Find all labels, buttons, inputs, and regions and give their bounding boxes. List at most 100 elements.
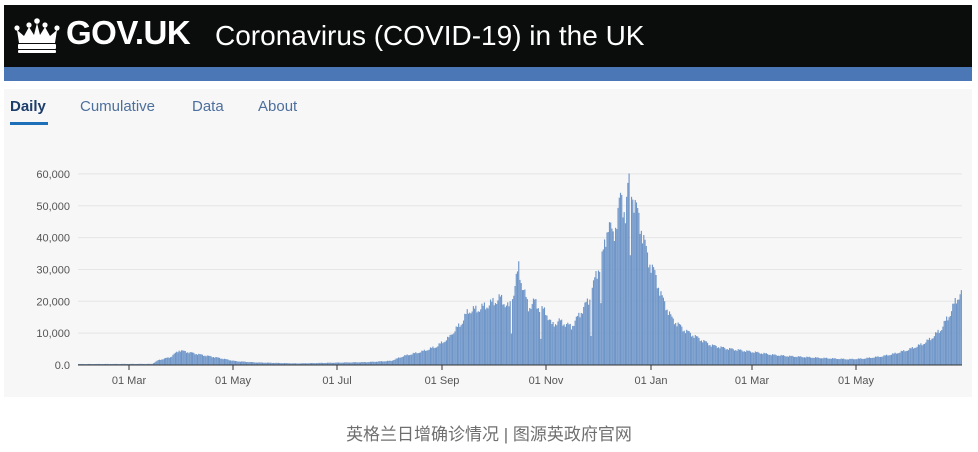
- daily-case-bar: [396, 358, 398, 365]
- daily-case-bar: [829, 358, 831, 365]
- daily-case-bar: [328, 362, 330, 365]
- daily-case-bar: [437, 346, 439, 365]
- daily-case-bar: [242, 361, 244, 365]
- daily-case-bar: [475, 305, 477, 365]
- daily-case-bar: [887, 355, 889, 365]
- daily-case-bar: [776, 355, 779, 365]
- daily-case-bar: [659, 295, 661, 365]
- daily-case-bar: [768, 354, 770, 365]
- tab-about[interactable]: About: [258, 98, 298, 115]
- daily-case-bar: [876, 356, 878, 365]
- daily-case-bar: [124, 363, 126, 365]
- daily-case-bar: [90, 363, 92, 365]
- daily-case-bar: [825, 357, 828, 365]
- daily-case-bar: [145, 363, 147, 365]
- daily-case-bar: [440, 341, 443, 365]
- daily-case-bar: [481, 303, 483, 365]
- daily-case-bar: [655, 275, 657, 365]
- y-tick-label: 50,000: [36, 201, 70, 213]
- daily-case-bar: [585, 301, 587, 365]
- daily-case-bar: [545, 315, 547, 365]
- daily-case-bar: [906, 350, 908, 365]
- daily-case-bar: [291, 363, 293, 365]
- daily-case-bar: [313, 363, 315, 365]
- y-tick-label: 30,000: [36, 264, 70, 276]
- daily-case-bar: [714, 344, 716, 365]
- daily-case-bar: [427, 350, 429, 365]
- daily-case-bar: [666, 309, 668, 365]
- daily-case-bar: [583, 306, 585, 365]
- daily-case-bar: [417, 353, 419, 365]
- daily-case-bar: [670, 314, 672, 365]
- daily-case-bar: [346, 362, 348, 365]
- daily-case-bar: [325, 362, 327, 365]
- daily-case-bar: [384, 361, 386, 365]
- tab-cumulative[interactable]: Cumulative: [80, 98, 156, 115]
- daily-case-bar: [823, 357, 825, 365]
- daily-case-bar: [189, 352, 191, 365]
- tab-data[interactable]: Data: [192, 98, 224, 115]
- daily-case-bar: [434, 347, 436, 365]
- daily-case-bar: [320, 362, 322, 365]
- daily-case-bar: [260, 362, 262, 365]
- daily-case-bar: [780, 354, 782, 365]
- daily-case-bar: [286, 363, 288, 365]
- service-name[interactable]: Coronavirus (COVID-19) in the UK: [215, 20, 645, 51]
- daily-case-bar: [671, 316, 673, 365]
- daily-case-bar: [738, 349, 741, 365]
- daily-case-bar: [190, 352, 192, 365]
- daily-case-bar: [293, 363, 295, 365]
- daily-case-bar: [588, 304, 590, 365]
- daily-case-bar: [912, 348, 915, 365]
- daily-case-bar: [238, 361, 240, 365]
- daily-case-bar: [221, 358, 223, 365]
- daily-case-bar: [790, 356, 792, 365]
- daily-case-bar: [147, 363, 150, 365]
- tab-daily[interactable]: Daily: [10, 98, 46, 115]
- daily-case-bar: [187, 352, 189, 365]
- govuk-logo-text[interactable]: GOV.UK: [66, 14, 191, 51]
- daily-case-bar: [575, 316, 577, 365]
- daily-case-bar: [552, 321, 554, 365]
- daily-case-bar: [259, 362, 261, 365]
- daily-case-bar: [568, 324, 570, 365]
- daily-case-bar: [763, 352, 765, 365]
- daily-case-bar: [416, 353, 418, 365]
- daily-case-bar: [257, 362, 259, 365]
- daily-case-bar: [681, 326, 683, 365]
- daily-case-bar: [919, 344, 921, 365]
- daily-case-bar: [254, 362, 256, 365]
- daily-case-bar: [942, 326, 944, 365]
- daily-case-bar: [758, 352, 760, 365]
- daily-case-bar: [228, 360, 230, 365]
- daily-case-bar: [442, 343, 444, 365]
- daily-case-bar: [624, 223, 626, 365]
- daily-case-bar: [456, 326, 459, 365]
- daily-case-bar: [205, 356, 207, 365]
- daily-case-bar: [543, 307, 546, 365]
- daily-case-bar: [921, 345, 923, 365]
- daily-case-bar: [243, 361, 245, 365]
- daily-case-bar: [248, 362, 250, 365]
- daily-case-bar: [619, 192, 622, 365]
- daily-case-bar: [439, 343, 441, 365]
- daily-case-bar: [219, 357, 221, 365]
- daily-case-bar: [673, 324, 676, 365]
- daily-case-bar: [237, 361, 239, 365]
- daily-case-bar: [411, 354, 413, 365]
- daily-case-bar: [265, 362, 267, 365]
- daily-case-bar: [565, 324, 568, 365]
- daily-case-bar: [933, 336, 935, 365]
- daily-case-bar: [480, 309, 482, 365]
- daily-case-bar: [308, 363, 310, 365]
- daily-case-bar: [774, 354, 776, 365]
- daily-case-bar: [424, 350, 427, 365]
- daily-case-bar: [199, 354, 201, 365]
- daily-case-bar: [394, 359, 396, 365]
- daily-case-bar: [653, 267, 655, 365]
- daily-case-bar: [914, 347, 916, 365]
- daily-case-bar: [107, 363, 109, 365]
- daily-case-bar: [357, 362, 359, 365]
- daily-case-bar: [404, 355, 406, 365]
- daily-case-bar: [698, 337, 700, 365]
